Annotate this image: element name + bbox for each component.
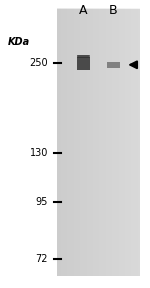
FancyBboxPatch shape (106, 62, 120, 68)
FancyBboxPatch shape (77, 55, 89, 58)
Text: A: A (79, 4, 87, 17)
Text: 72: 72 (36, 254, 48, 264)
FancyBboxPatch shape (77, 55, 90, 58)
FancyBboxPatch shape (78, 55, 89, 58)
Text: KDa: KDa (8, 37, 30, 47)
FancyBboxPatch shape (76, 57, 90, 70)
FancyBboxPatch shape (76, 55, 90, 58)
FancyBboxPatch shape (78, 55, 88, 58)
Text: 95: 95 (36, 197, 48, 206)
FancyBboxPatch shape (78, 55, 89, 58)
Text: 130: 130 (30, 148, 48, 158)
Text: 250: 250 (29, 58, 48, 68)
FancyBboxPatch shape (57, 9, 140, 276)
Text: B: B (109, 4, 118, 17)
